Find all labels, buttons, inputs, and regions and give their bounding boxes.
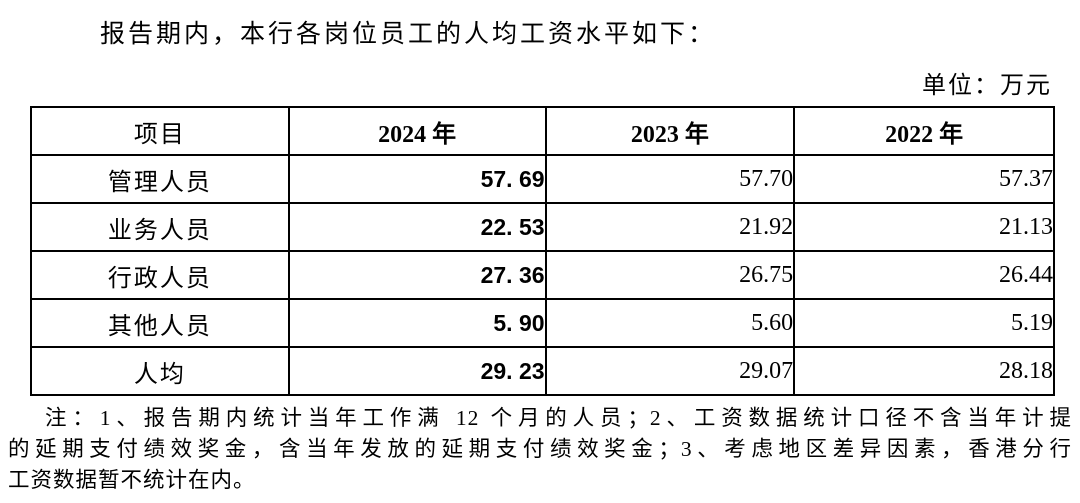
value-2023: 57.70	[544, 154, 796, 204]
value-2024: 57. 69	[287, 154, 547, 204]
header-item: 项目	[30, 106, 290, 156]
unit-label: 单位：万元	[922, 73, 1052, 99]
table-row: 业务人员 22. 53 21.92 21.13	[30, 202, 1055, 252]
table-row: 人均 29. 23 29.07 28.18	[30, 346, 1055, 396]
row-label: 行政人员	[30, 250, 290, 300]
value-2024: 29. 23	[287, 346, 547, 396]
value-2024: 27. 36	[287, 250, 547, 300]
value-2022: 5.19	[793, 298, 1055, 348]
table-row: 管理人员 57. 69 57.70 57.37	[30, 154, 1055, 204]
header-2024: 2024 年	[287, 106, 547, 156]
footnote-line-2: 的延期支付绩效奖金，含当年发放的延期支付绩效奖金；3、考虑地区差异因素，香港分行	[8, 437, 1072, 461]
value-2023: 21.92	[544, 202, 796, 252]
intro-paragraph: 报告期内，本行各岗位员工的人均工资水平如下：	[100, 21, 717, 48]
value-2022: 26.44	[793, 250, 1055, 300]
value-2023: 29.07	[544, 346, 796, 396]
value-2022: 21.13	[793, 202, 1055, 252]
header-2022: 2022 年	[793, 106, 1055, 156]
footnote: 注：1、报告期内统计当年工作满 12 个月的人员；2、工资数据统计口径不含当年计…	[8, 403, 1072, 496]
value-2024: 5. 90	[287, 298, 547, 348]
value-2022: 28.18	[793, 346, 1055, 396]
value-2024: 22. 53	[287, 202, 547, 252]
table-header-row: 项目 2024 年 2023 年 2022 年	[30, 106, 1055, 156]
value-2022: 57.37	[793, 154, 1055, 204]
header-2023: 2023 年	[544, 106, 796, 156]
row-label: 管理人员	[30, 154, 290, 204]
value-2023: 5.60	[544, 298, 796, 348]
footnote-line-3: 工资数据暂不统计在内。	[8, 468, 256, 492]
row-label: 业务人员	[30, 202, 290, 252]
salary-table: 项目 2024 年 2023 年 2022 年 管理人员 57. 69 57.7…	[30, 106, 1055, 396]
row-label: 人均	[30, 346, 290, 396]
row-label: 其他人员	[30, 298, 290, 348]
value-2023: 26.75	[544, 250, 796, 300]
table-row: 其他人员 5. 90 5.60 5.19	[30, 298, 1055, 348]
table-row: 行政人员 27. 36 26.75 26.44	[30, 250, 1055, 300]
footnote-line-1: 注：1、报告期内统计当年工作满 12 个月的人员；2、工资数据统计口径不含当年计…	[45, 406, 1072, 430]
